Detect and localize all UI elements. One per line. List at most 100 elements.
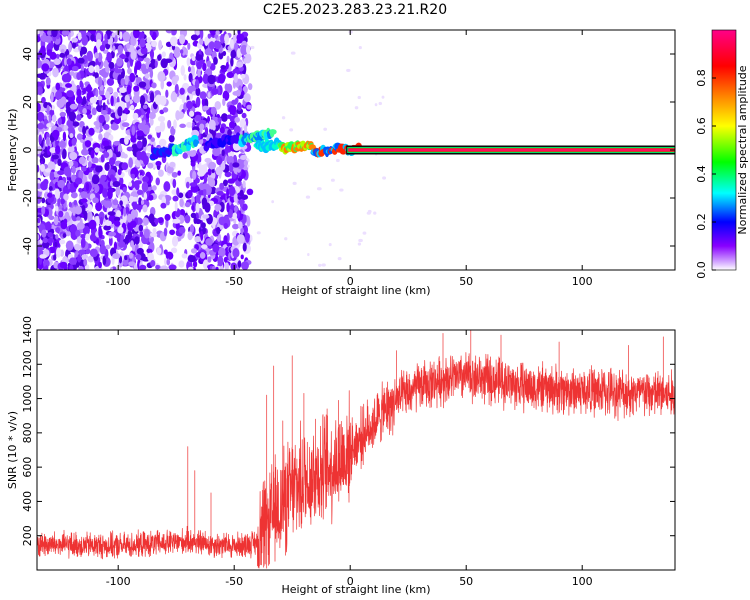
spectrogram-noise bbox=[139, 95, 146, 106]
spectrogram-noise bbox=[102, 102, 106, 112]
spectrogram-noise bbox=[68, 160, 74, 167]
spectrogram-noise bbox=[232, 68, 240, 75]
spectrogram-noise bbox=[186, 100, 193, 110]
spectrogram-noise bbox=[202, 62, 207, 72]
snr-ytick-label: 1200 bbox=[21, 350, 34, 378]
spectrogram-noise bbox=[126, 213, 133, 223]
spectrogram-noise bbox=[160, 202, 167, 209]
spectrogram-noise bbox=[228, 105, 237, 114]
spectrogram-noise bbox=[41, 96, 46, 104]
colorbar-tick-label: 0.8 bbox=[695, 69, 708, 87]
spectrogram-noise bbox=[41, 63, 50, 72]
spectrogram-noise bbox=[156, 247, 162, 255]
spectrogram-noise bbox=[147, 162, 154, 169]
spectrogram-noise bbox=[69, 224, 78, 234]
spectrogram-noise bbox=[37, 81, 43, 88]
spectrogram-noise bbox=[216, 156, 223, 166]
spectrogram-noise bbox=[171, 76, 178, 86]
spectrogram-line-peak bbox=[348, 149, 675, 151]
spectrogram-noise bbox=[157, 115, 166, 122]
spectrogram-noise bbox=[128, 157, 134, 169]
spectrogram-noise bbox=[152, 228, 157, 233]
spectrogram-noise bbox=[37, 164, 40, 173]
spectrogram-noise bbox=[102, 255, 107, 266]
spectrogram-noise bbox=[194, 114, 202, 122]
spectrogram-noise bbox=[203, 187, 207, 198]
spectrogram-noise bbox=[122, 31, 131, 42]
spectrogram-noise bbox=[108, 61, 115, 69]
spectrogram-speckle bbox=[271, 200, 275, 204]
spectrogram-noise bbox=[147, 67, 153, 73]
spectrogram-noise bbox=[108, 134, 114, 141]
spectrogram-noise bbox=[204, 126, 209, 136]
spectrogram-speckle bbox=[357, 95, 361, 100]
spectrogram-noise bbox=[142, 204, 148, 213]
spectrogram-noise bbox=[114, 68, 123, 74]
spectrogram-noise bbox=[78, 187, 83, 193]
snr-xtick-label: 100 bbox=[572, 575, 593, 588]
spectrogram-noise bbox=[46, 49, 53, 56]
spectrogram-noise bbox=[59, 87, 66, 92]
spectrogram-noise bbox=[195, 202, 200, 214]
spectrogram-noise bbox=[232, 162, 240, 168]
spectrogram-noise bbox=[99, 69, 103, 76]
spectrogram-noise bbox=[214, 100, 222, 110]
spectrogram-noise bbox=[236, 33, 245, 42]
spectrogram-noise bbox=[226, 71, 234, 79]
spectrogram-noise bbox=[184, 201, 191, 208]
spectrogram-noise bbox=[107, 189, 113, 200]
spectrogram-noise bbox=[245, 232, 250, 243]
spectrogram-noise bbox=[163, 249, 168, 255]
spectrogram-noise bbox=[88, 219, 97, 230]
spectrogram-noise bbox=[48, 215, 55, 221]
spectrogram-noise bbox=[119, 200, 123, 207]
snr-series-line bbox=[37, 330, 675, 569]
spectrogram-noise bbox=[210, 106, 217, 115]
spectrogram-noise bbox=[136, 150, 142, 161]
spectrogram-noise bbox=[49, 147, 57, 154]
spectrogram-speckle bbox=[378, 101, 383, 106]
spectrogram-noise bbox=[81, 148, 89, 156]
spectrogram-noise bbox=[95, 201, 103, 212]
spectrogram-noise bbox=[136, 247, 144, 255]
snr-ticks: -100 -50 0 50 100 200 400 600 800 1000 1200 1400 bbox=[21, 316, 675, 588]
spectrogram-noise bbox=[236, 210, 240, 219]
spectrogram-noise bbox=[126, 146, 133, 152]
spectrogram-noise bbox=[77, 254, 82, 263]
spectrogram-noise bbox=[87, 255, 95, 263]
spectrogram-noise bbox=[130, 136, 137, 143]
spectrogram-noise bbox=[174, 83, 179, 94]
spectrogram-noise bbox=[200, 244, 208, 250]
spectrogram-noise bbox=[55, 145, 61, 155]
spectrogram-noise bbox=[237, 260, 242, 268]
spectrogram-noise bbox=[107, 211, 116, 216]
spectrogram-noise bbox=[91, 157, 99, 164]
spectrogram-ticks: -100 -50 0 50 100 -40 -20 0 20 40 bbox=[21, 30, 675, 288]
spectrogram-noise bbox=[216, 190, 224, 196]
spectrogram-noise bbox=[195, 194, 202, 205]
spectrogram-noise bbox=[142, 155, 149, 166]
spectrogram-noise bbox=[48, 114, 52, 124]
spectrogram-noise bbox=[94, 52, 100, 59]
spectrogram-speckle bbox=[382, 176, 387, 180]
spectrogram-noise bbox=[98, 228, 103, 239]
spectrogram-noise bbox=[188, 110, 195, 117]
spectrogram-noise bbox=[116, 210, 122, 218]
spectrogram-noise bbox=[63, 193, 69, 201]
spectrogram-noise bbox=[234, 116, 240, 123]
spectrogram-noise bbox=[134, 236, 140, 245]
spectrogram-noise bbox=[220, 162, 226, 171]
spectrogram-noise bbox=[114, 220, 121, 227]
spectrogram-noise bbox=[113, 91, 119, 98]
spectrogram-noise bbox=[80, 234, 87, 239]
spectrogram-noise bbox=[84, 248, 91, 255]
spectrogram-noise bbox=[166, 258, 171, 266]
spectrogram-noise bbox=[59, 239, 66, 245]
spectrogram-noise bbox=[234, 42, 239, 51]
spectrogram-noise bbox=[217, 117, 222, 123]
spectrogram-noise bbox=[131, 196, 139, 202]
spectrogram-noise bbox=[206, 60, 212, 68]
spectrogram-noise bbox=[50, 40, 54, 49]
spectrogram-noise bbox=[129, 220, 137, 228]
spectrogram-ytick-label: -40 bbox=[21, 237, 34, 255]
